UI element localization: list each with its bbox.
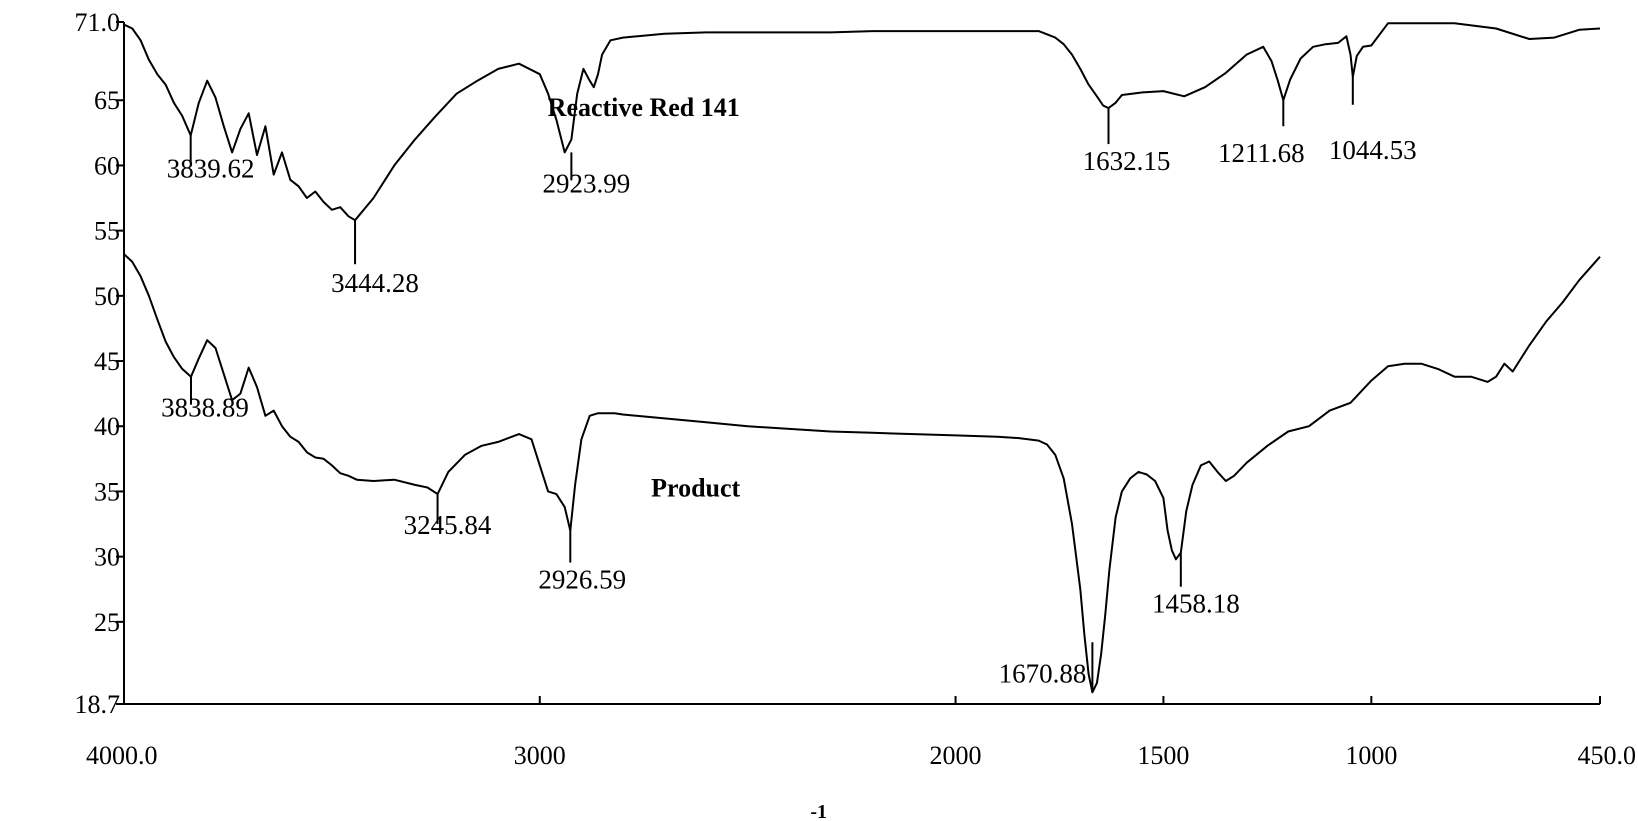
x-tick-label-3: 1500 [1137, 741, 1189, 770]
peak-label-10: 1458.18 [1152, 589, 1240, 619]
x-tick-label-4: 1000 [1345, 741, 1397, 770]
peak-label-7: 3245.84 [404, 510, 492, 540]
y-tick-label-9: 25 [94, 608, 120, 637]
x-tick-label-0: 4000.0 [86, 741, 158, 770]
y-ticks: 71.0 65 60 55 50 45 40 35 30 25 18.7 [75, 8, 124, 719]
y-tick-label-4: 50 [94, 282, 120, 311]
series-label-0: Reactive Red 141 [548, 93, 740, 122]
peak-annotations: 3839.62 3444.28 2923.99 1632.15 1211.68 1044.… [161, 76, 1417, 693]
x-axis-label: cm -1 [766, 801, 827, 821]
peak-label-8: 2926.59 [538, 565, 626, 595]
x-tick-label-5: 450.0 [1578, 741, 1637, 770]
y-tick-label-6: 40 [94, 412, 120, 441]
y-tick-label-10: 18.7 [75, 690, 121, 719]
peak-label-9: 1670.88 [999, 658, 1087, 688]
peak-label-5: 1044.53 [1329, 135, 1417, 165]
axes [123, 22, 1600, 705]
y-tick-label-0: 71.0 [75, 8, 121, 37]
x-tick-label-1: 3000 [514, 741, 566, 770]
x-ticks: 4000.0 3000 2000 1500 1000 450.0 [86, 696, 1636, 770]
x-axis-unit-superscript: -1 [810, 801, 827, 821]
x-axis-unit: cm [766, 810, 804, 821]
y-tick-label-1: 65 [94, 86, 120, 115]
peak-label-2: 2923.99 [543, 168, 631, 198]
y-tick-label-2: 60 [94, 151, 120, 180]
x-tick-label-2: 2000 [930, 741, 982, 770]
peak-label-6: 3838.89 [161, 393, 249, 423]
y-tick-label-3: 55 [94, 217, 120, 246]
y-tick-label-8: 30 [94, 543, 120, 572]
y-tick-label-5: 45 [94, 347, 120, 376]
peak-label-3: 1632.15 [1083, 146, 1171, 176]
y-tick-label-7: 35 [94, 477, 120, 506]
series-labels: Reactive Red 141 Product [548, 93, 741, 503]
series-label-1: Product [651, 474, 740, 503]
series-layer [123, 22, 1601, 694]
peak-label-4: 1211.68 [1218, 138, 1305, 168]
series-line-reactive-red-141 [123, 22, 1601, 222]
peak-label-1: 3444.28 [331, 268, 419, 298]
peak-label-0: 3839.62 [167, 153, 255, 183]
series-line-product [123, 253, 1601, 694]
